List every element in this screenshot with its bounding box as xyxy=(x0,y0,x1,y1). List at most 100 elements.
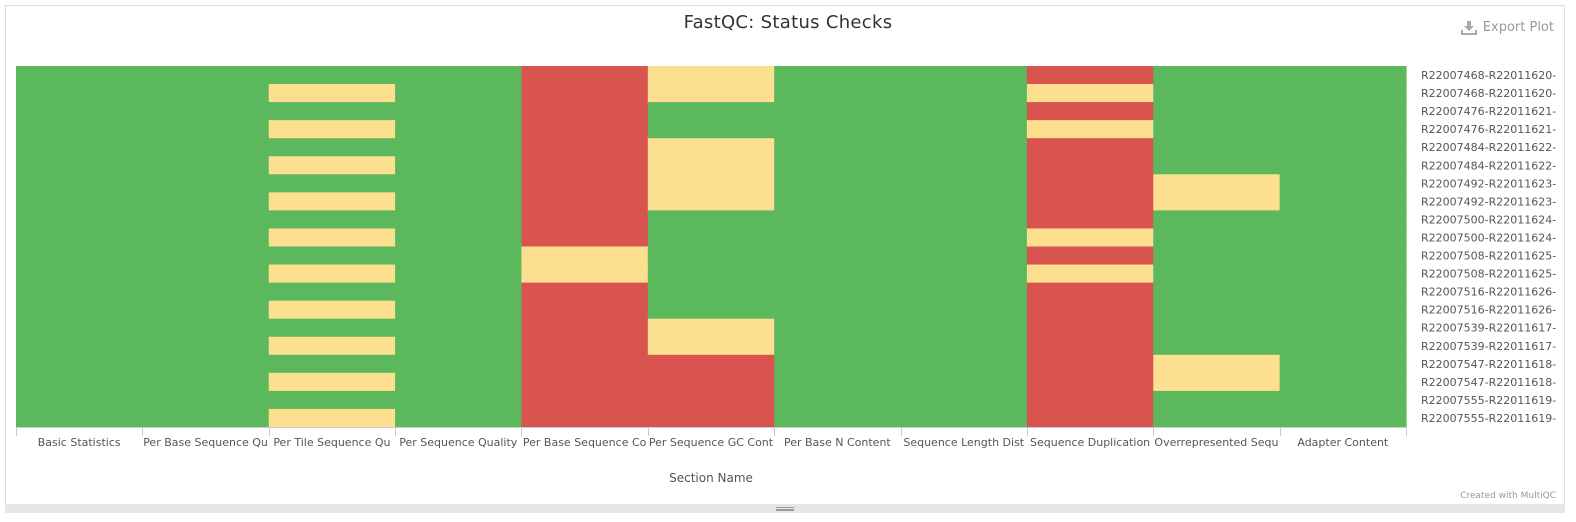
heatmap-cell[interactable] xyxy=(16,156,143,175)
heatmap-cell[interactable] xyxy=(1153,192,1281,211)
heatmap-cell[interactable] xyxy=(142,336,270,356)
heatmap-cell[interactable] xyxy=(521,120,649,139)
heatmap-cell[interactable] xyxy=(395,336,523,356)
heatmap-cell[interactable] xyxy=(521,318,649,338)
heatmap-cell[interactable] xyxy=(774,120,902,139)
heatmap-cell[interactable] xyxy=(521,336,649,356)
heatmap-cell[interactable] xyxy=(1153,408,1281,428)
heatmap-cell[interactable] xyxy=(900,246,1028,266)
heatmap-cell[interactable] xyxy=(900,300,1028,320)
heatmap-cell[interactable] xyxy=(1153,84,1281,103)
heatmap-cell[interactable] xyxy=(268,282,396,302)
heatmap-cell[interactable] xyxy=(521,138,649,157)
heatmap-cell[interactable] xyxy=(1026,156,1154,175)
heatmap-cell[interactable] xyxy=(268,210,396,230)
heatmap-cell[interactable] xyxy=(268,138,396,157)
heatmap-cell[interactable] xyxy=(142,318,270,338)
heatmap-cell[interactable] xyxy=(647,120,775,139)
heatmap-cell[interactable] xyxy=(521,192,649,211)
heatmap-cell[interactable] xyxy=(142,408,270,428)
heatmap-cell[interactable] xyxy=(1153,174,1281,193)
export-plot-button[interactable]: Export Plot xyxy=(1460,20,1554,35)
heatmap-cell[interactable] xyxy=(1153,282,1281,302)
heatmap-cell[interactable] xyxy=(774,210,902,230)
heatmap-cell[interactable] xyxy=(395,228,523,248)
heatmap-cell[interactable] xyxy=(1153,120,1281,139)
heatmap-cell[interactable] xyxy=(647,318,775,338)
heatmap-cell[interactable] xyxy=(1026,120,1154,139)
heatmap-cell[interactable] xyxy=(900,102,1028,121)
heatmap-cell[interactable] xyxy=(142,246,270,266)
heatmap-cell[interactable] xyxy=(900,264,1028,284)
heatmap-cell[interactable] xyxy=(647,66,775,85)
heatmap-cell[interactable] xyxy=(395,390,523,410)
heatmap-cell[interactable] xyxy=(1279,408,1407,428)
heatmap-cell[interactable] xyxy=(1153,246,1281,266)
heatmap-cell[interactable] xyxy=(16,372,143,392)
heatmap-cell[interactable] xyxy=(395,192,523,211)
heatmap-cell[interactable] xyxy=(395,354,523,374)
heatmap-cell[interactable] xyxy=(900,318,1028,338)
heatmap-cell[interactable] xyxy=(900,156,1028,175)
heatmap-cell[interactable] xyxy=(521,372,649,392)
heatmap-cell[interactable] xyxy=(395,138,523,157)
heatmap-cell[interactable] xyxy=(774,228,902,248)
heatmap-cell[interactable] xyxy=(16,282,143,302)
heatmap-cell[interactable] xyxy=(268,300,396,320)
heatmap-cell[interactable] xyxy=(268,336,396,356)
heatmap-cell[interactable] xyxy=(16,318,143,338)
heatmap-cell[interactable] xyxy=(268,372,396,392)
heatmap-cell[interactable] xyxy=(521,210,649,230)
heatmap-cell[interactable] xyxy=(900,354,1028,374)
heatmap-cell[interactable] xyxy=(142,102,270,121)
heatmap-cell[interactable] xyxy=(1153,354,1281,374)
heatmap-cell[interactable] xyxy=(16,264,143,284)
heatmap-cell[interactable] xyxy=(1153,156,1281,175)
heatmap-cell[interactable] xyxy=(900,372,1028,392)
heatmap-cell[interactable] xyxy=(647,228,775,248)
heatmap-cell[interactable] xyxy=(521,84,649,103)
heatmap-cell[interactable] xyxy=(1279,174,1407,193)
heatmap-cell[interactable] xyxy=(900,408,1028,428)
heatmap-cell[interactable] xyxy=(900,192,1028,211)
heatmap-cell[interactable] xyxy=(1026,354,1154,374)
heatmap-cell[interactable] xyxy=(900,390,1028,410)
heatmap-cell[interactable] xyxy=(1153,210,1281,230)
heatmap-cell[interactable] xyxy=(395,120,523,139)
heatmap-cell[interactable] xyxy=(1026,300,1154,320)
heatmap-cell[interactable] xyxy=(142,138,270,157)
heatmap-cell[interactable] xyxy=(1279,156,1407,175)
heatmap-cell[interactable] xyxy=(647,102,775,121)
heatmap-cell[interactable] xyxy=(16,120,143,139)
heatmap-cell[interactable] xyxy=(1279,300,1407,320)
heatmap-cell[interactable] xyxy=(395,300,523,320)
heatmap-cell[interactable] xyxy=(900,174,1028,193)
heatmap-cell[interactable] xyxy=(521,156,649,175)
heatmap-cell[interactable] xyxy=(647,84,775,103)
heatmap-cell[interactable] xyxy=(16,210,143,230)
heatmap-cell[interactable] xyxy=(268,408,396,428)
heatmap-cell[interactable] xyxy=(1026,390,1154,410)
heatmap-cell[interactable] xyxy=(1279,390,1407,410)
heatmap-cell[interactable] xyxy=(900,336,1028,356)
heatmap-cell[interactable] xyxy=(268,120,396,139)
heatmap-cell[interactable] xyxy=(395,156,523,175)
heatmap-cell[interactable] xyxy=(268,66,396,85)
heatmap-cell[interactable] xyxy=(521,246,649,266)
heatmap-cell[interactable] xyxy=(1279,210,1407,230)
heatmap-cell[interactable] xyxy=(395,174,523,193)
heatmap-cell[interactable] xyxy=(774,354,902,374)
heatmap-cell[interactable] xyxy=(1279,264,1407,284)
heatmap-cell[interactable] xyxy=(1026,318,1154,338)
heatmap-cell[interactable] xyxy=(395,408,523,428)
heatmap-cell[interactable] xyxy=(774,192,902,211)
heatmap-cell[interactable] xyxy=(16,102,143,121)
heatmap-cell[interactable] xyxy=(1026,192,1154,211)
heatmap-cell[interactable] xyxy=(395,102,523,121)
heatmap-cell[interactable] xyxy=(1279,246,1407,266)
heatmap-cell[interactable] xyxy=(774,174,902,193)
heatmap-cell[interactable] xyxy=(268,354,396,374)
heatmap-cell[interactable] xyxy=(900,282,1028,302)
heatmap-cell[interactable] xyxy=(1279,120,1407,139)
heatmap-cell[interactable] xyxy=(142,192,270,211)
